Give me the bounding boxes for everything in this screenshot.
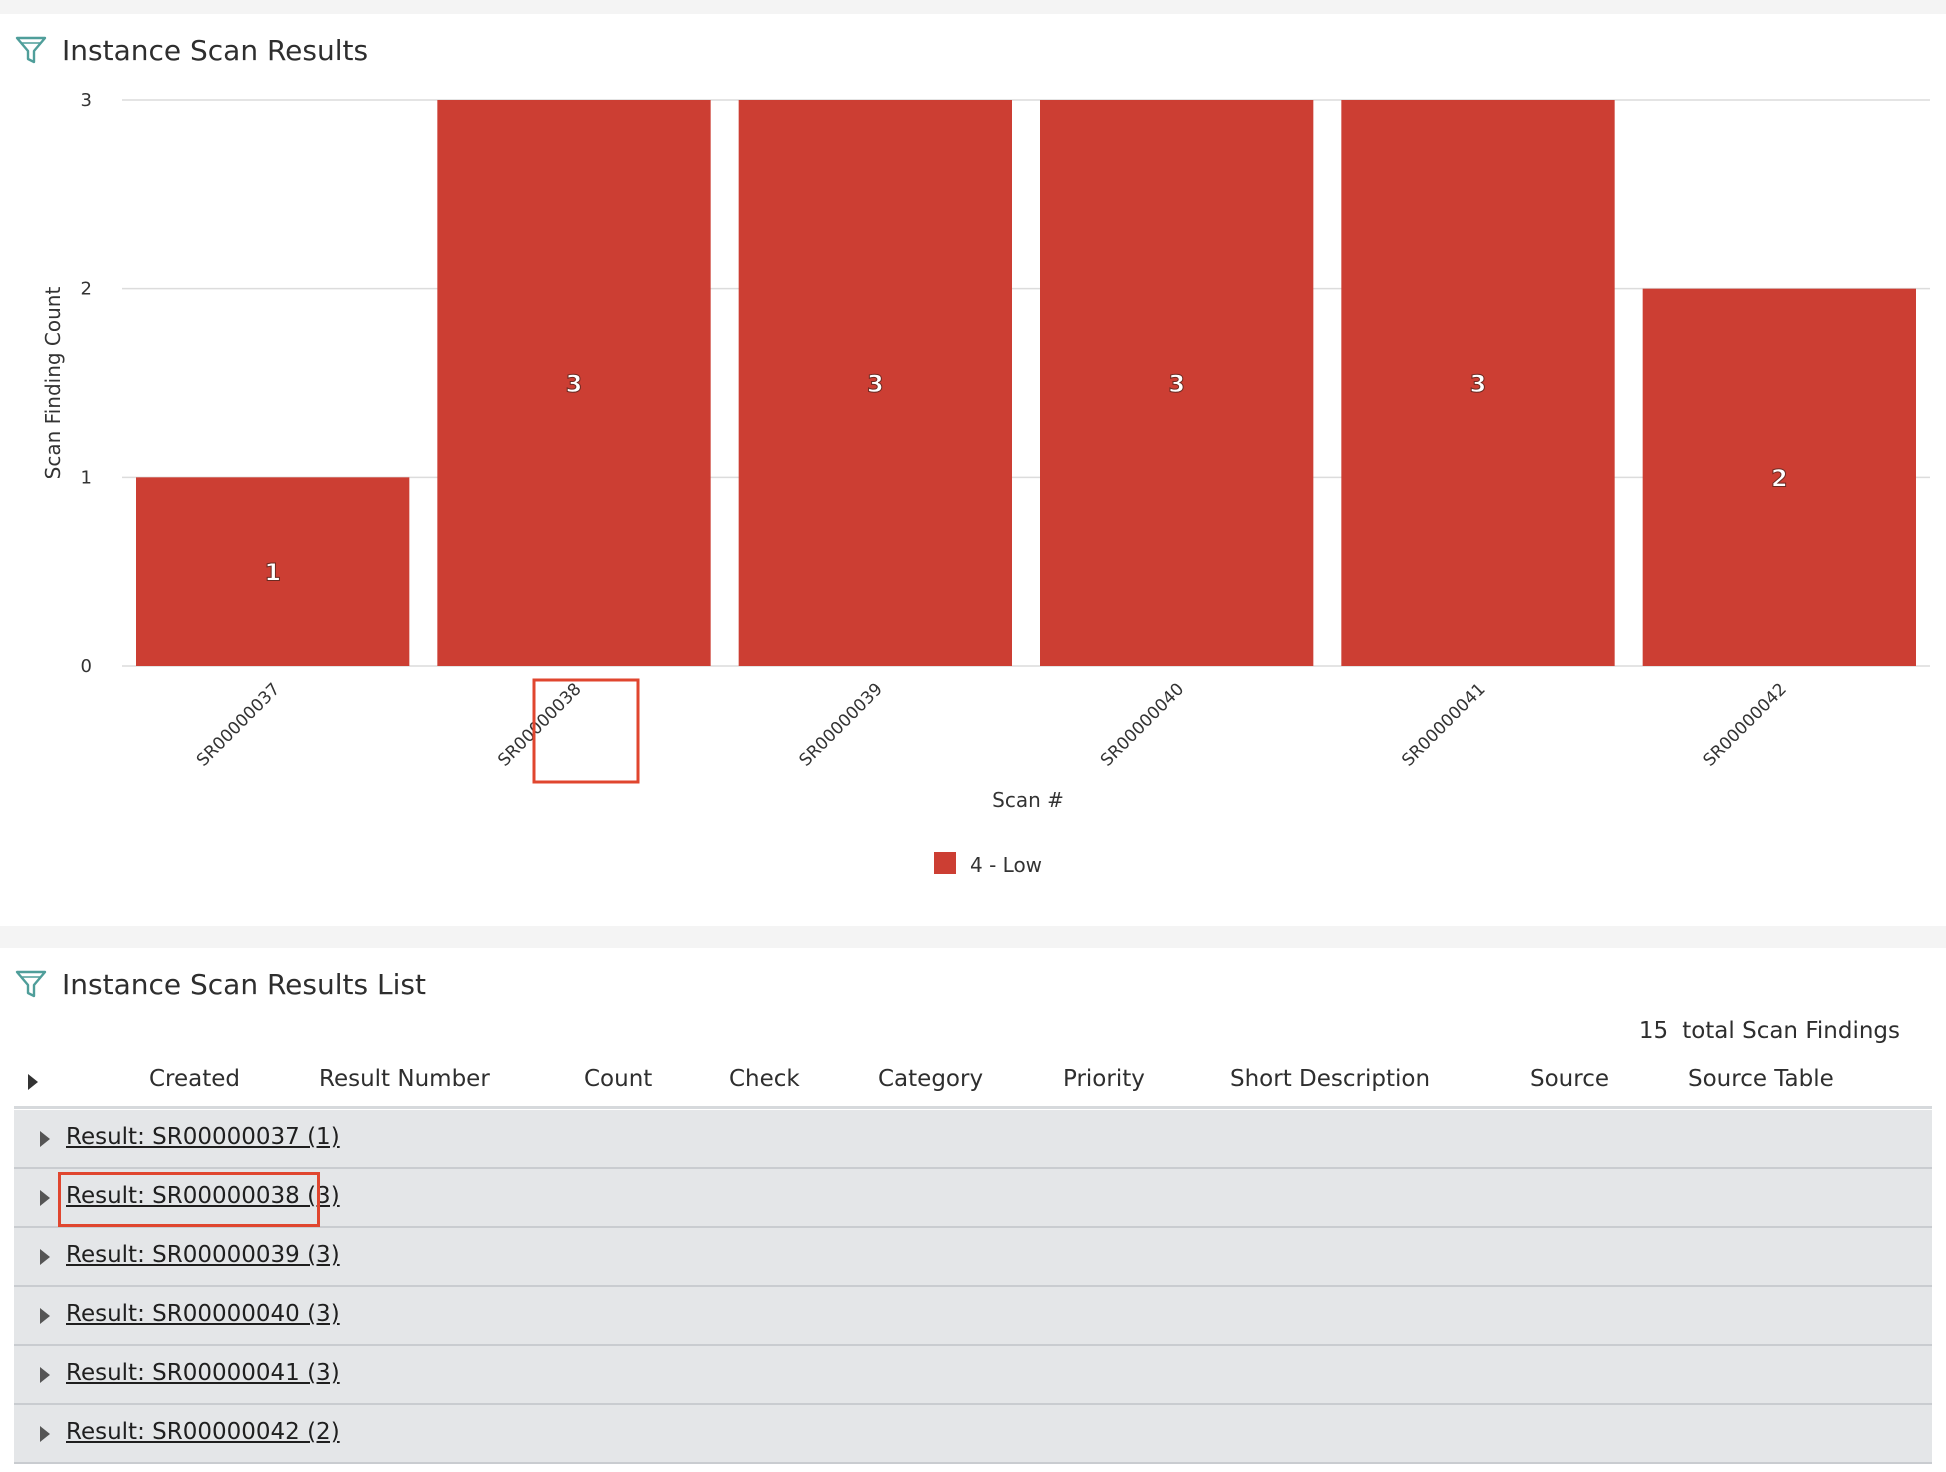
total-label: total Scan Findings [1682,1018,1900,1044]
result-group-link[interactable]: Result: SR00000041 (3) [66,1360,340,1386]
data-label: 3 [867,370,884,398]
expand-row-icon[interactable] [40,1367,50,1383]
legend-swatch [934,852,956,874]
table-header: Created Result Number Count Check Catego… [14,1056,1932,1109]
expand-all-icon[interactable] [28,1074,38,1090]
expand-row-icon[interactable] [40,1308,50,1324]
column-check[interactable]: Check [729,1066,800,1092]
result-groups: Result: SR00000037 (1) Result: SR0000003… [14,1110,1932,1464]
column-result-number[interactable]: Result Number [319,1066,490,1092]
total-count: 15 [1638,1018,1669,1044]
column-source-table[interactable]: Source Table [1688,1066,1834,1092]
highlight-box [532,678,640,784]
result-group-link[interactable]: Result: SR00000039 (3) [66,1242,340,1268]
result-group-link[interactable]: Result: SR00000037 (1) [66,1124,340,1150]
table-row: Result: SR00000040 (3) [14,1287,1932,1346]
x-tick-label: SR00000037 [193,679,284,770]
table-row: Result: SR00000042 (2) [14,1405,1932,1464]
table-row: Result: SR00000038 (3) [14,1169,1932,1228]
bar[interactable] [1642,288,1916,666]
legend-label: 4 - Low [970,853,1042,877]
result-group-link[interactable]: Result: SR00000040 (3) [66,1301,340,1327]
column-priority[interactable]: Priority [1063,1066,1145,1092]
bar[interactable] [437,100,711,666]
highlight-box [58,1172,320,1227]
table-row: Result: SR00000039 (3) [14,1228,1932,1287]
column-short-description[interactable]: Short Description [1230,1066,1431,1092]
list-title: Instance Scan Results List [62,967,426,1001]
data-label: 3 [1168,370,1185,398]
bar-chart: 0 1 2 3 Scan Finding Count 1 SR00000037 3 SR0000… [41,90,1930,877]
list-panel: Instance Scan Results List 15 total Scan … [0,948,1946,1472]
column-count[interactable]: Count [584,1066,653,1092]
expand-row-icon[interactable] [40,1426,50,1442]
bar[interactable] [1040,100,1314,666]
total-findings: 15 total Scan Findings [1639,1018,1900,1044]
x-tick-label: SR00000041 [1398,679,1489,770]
data-label: 2 [1771,464,1788,492]
column-category[interactable]: Category [878,1066,984,1092]
expand-row-icon[interactable] [40,1190,50,1206]
y-tick-label: 0 [81,656,92,677]
y-tick-label: 1 [81,467,92,488]
x-tick-label: SR00000038 [494,679,585,770]
chart-title: Instance Scan Results [62,33,369,67]
bar[interactable] [738,100,1012,666]
y-tick-label: 3 [81,90,92,111]
x-tick-label: SR00000040 [1097,679,1188,770]
filter-icon[interactable] [14,967,48,1001]
expand-row-icon[interactable] [40,1131,50,1147]
table-row: Result: SR00000037 (1) [14,1110,1932,1169]
y-tick-label: 2 [81,279,92,300]
x-tick-label: SR00000042 [1700,679,1791,770]
column-created[interactable]: Created [149,1066,241,1092]
chart-panel: Instance Scan Results 0 1 2 3 Scan Finding C… [0,14,1946,926]
column-source[interactable]: Source [1530,1066,1609,1092]
filter-icon[interactable] [14,33,48,67]
result-group-link[interactable]: Result: SR00000042 (2) [66,1419,340,1445]
x-axis-title: Scan # [992,788,1064,812]
table-row: Result: SR00000041 (3) [14,1346,1932,1405]
data-label: 3 [566,370,583,398]
bar[interactable] [136,477,410,666]
data-label: 3 [1470,370,1487,398]
expand-row-icon[interactable] [40,1249,50,1265]
y-axis-title: Scan Finding Count [41,287,65,480]
result-group-link[interactable]: Result: SR00000038 (3) [66,1183,340,1209]
list-panel-header: Instance Scan Results List [14,964,426,1004]
data-label: 1 [264,559,281,587]
bar[interactable] [1341,100,1615,666]
chart-panel-header: Instance Scan Results [14,30,368,70]
x-tick-label: SR00000039 [796,679,887,770]
